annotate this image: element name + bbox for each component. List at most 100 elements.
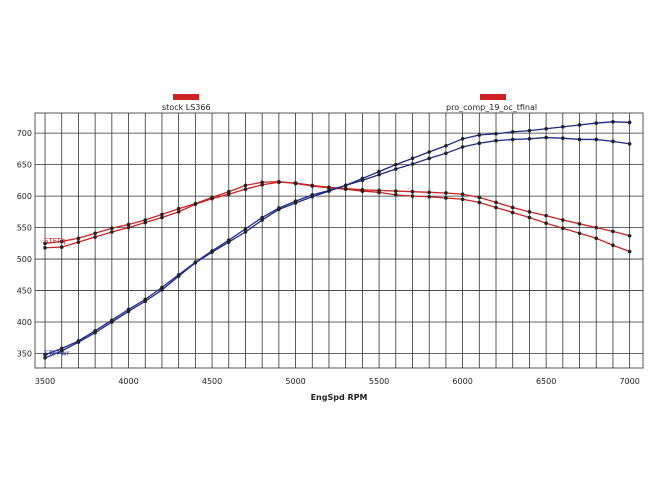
y-tick-label: 700 [17, 129, 32, 138]
y-tick-label: 650 [17, 161, 32, 170]
data-point-power [210, 250, 214, 254]
data-point-power [243, 230, 248, 234]
data-point-torque [226, 189, 231, 194]
data-point-torque [561, 226, 565, 231]
data-point-power [494, 138, 498, 143]
data-point-power [310, 194, 315, 199]
x-tick-label: 5500 [369, 377, 389, 386]
data-point-torque [59, 239, 64, 244]
data-point-power [59, 346, 64, 351]
data-point-torque [193, 201, 198, 206]
data-point-power [377, 169, 381, 174]
data-point-power [160, 285, 164, 290]
data-point-power [477, 141, 482, 146]
data-point-torque [176, 210, 181, 214]
data-point-power [93, 330, 97, 335]
data-point-power [393, 162, 398, 167]
data-point-torque [460, 192, 465, 197]
data-point-power [226, 240, 231, 244]
data-point-power [393, 167, 398, 171]
data-point-torque [260, 182, 264, 187]
legend: stock LS366 pro_comp_19_oc_tfinal [162, 94, 537, 112]
data-point-power [561, 136, 565, 140]
data-point-torque [76, 236, 81, 241]
data-point-power [444, 143, 448, 148]
data-point-torque [126, 222, 131, 227]
y-tick-label: 550 [17, 224, 32, 233]
x-tick-label: 6000 [452, 377, 472, 386]
data-point-power [627, 142, 632, 146]
data-point-torque [444, 196, 448, 200]
data-point-power [594, 137, 599, 142]
x-axis-ticks: 3500 4000 4500 5000 5500 6000 6500 7000 [35, 377, 640, 386]
data-point-torque [277, 179, 281, 184]
y-tick-label: 350 [17, 350, 32, 359]
data-point-torque [444, 191, 448, 195]
data-point-torque [143, 218, 148, 222]
data-point-power [527, 128, 532, 133]
data-point-power [477, 133, 482, 137]
data-point-power [494, 131, 498, 136]
data-point-power [427, 150, 431, 154]
data-point-power [410, 156, 415, 161]
data-point-power [460, 137, 465, 141]
grid [35, 113, 643, 368]
data-point-torque [627, 249, 632, 254]
data-point-torque [594, 236, 599, 241]
data-point-power [544, 126, 548, 131]
legend-label-stock: stock LS366 [162, 103, 211, 112]
data-point-torque [226, 192, 231, 197]
data-point-power [277, 207, 281, 212]
data-point-torque [427, 194, 431, 199]
data-point-power [176, 274, 181, 278]
x-tick-label: 3500 [35, 377, 55, 386]
data-point-torque [260, 180, 264, 185]
legend-swatch-pro-comp [480, 94, 506, 100]
data-point-torque [393, 189, 398, 193]
data-point-torque [527, 210, 532, 214]
data-point-power [260, 215, 264, 220]
data-point-power [360, 176, 365, 181]
data-point-power [510, 137, 515, 142]
data-point-torque [43, 241, 47, 246]
data-point-torque [577, 231, 582, 236]
x-tick-label: 6500 [536, 377, 556, 386]
data-point-torque [494, 200, 498, 205]
data-point-torque [43, 245, 47, 250]
data-point-torque [93, 235, 97, 239]
data-point-power [76, 340, 81, 344]
data-point-torque [243, 183, 248, 188]
data-point-power [327, 189, 331, 193]
data-point-torque [561, 218, 565, 222]
plot-background [34, 112, 644, 369]
x-tick-label: 4500 [202, 377, 222, 386]
data-point-power [410, 162, 415, 166]
data-point-power [577, 123, 582, 127]
data-point-power [460, 145, 465, 149]
data-point-torque [360, 189, 365, 193]
data-point-torque [310, 184, 315, 188]
y-tick-label: 500 [17, 255, 32, 264]
series-markers [43, 120, 632, 360]
data-point-torque [527, 215, 532, 220]
data-point-torque [110, 226, 114, 231]
legend-label-pro-comp: pro_comp_19_oc_tfinal [446, 103, 537, 112]
y-tick-label: 450 [17, 287, 32, 296]
data-point-torque [410, 194, 415, 198]
data-point-power [611, 139, 615, 144]
data-point-torque [544, 213, 548, 218]
data-point-power [427, 156, 431, 161]
data-point-torque [93, 231, 97, 236]
data-point-torque [577, 222, 582, 226]
data-point-power [126, 309, 131, 314]
data-point-torque [477, 195, 482, 200]
data-point-torque [176, 206, 181, 211]
series-label-power: STFPwr [44, 349, 70, 357]
data-point-power [143, 299, 148, 304]
data-point-power [260, 218, 264, 222]
data-point-power [611, 120, 615, 124]
data-point-torque [243, 187, 248, 191]
data-point-power [343, 183, 348, 188]
data-point-torque [594, 225, 599, 230]
data-point-torque [160, 212, 164, 217]
